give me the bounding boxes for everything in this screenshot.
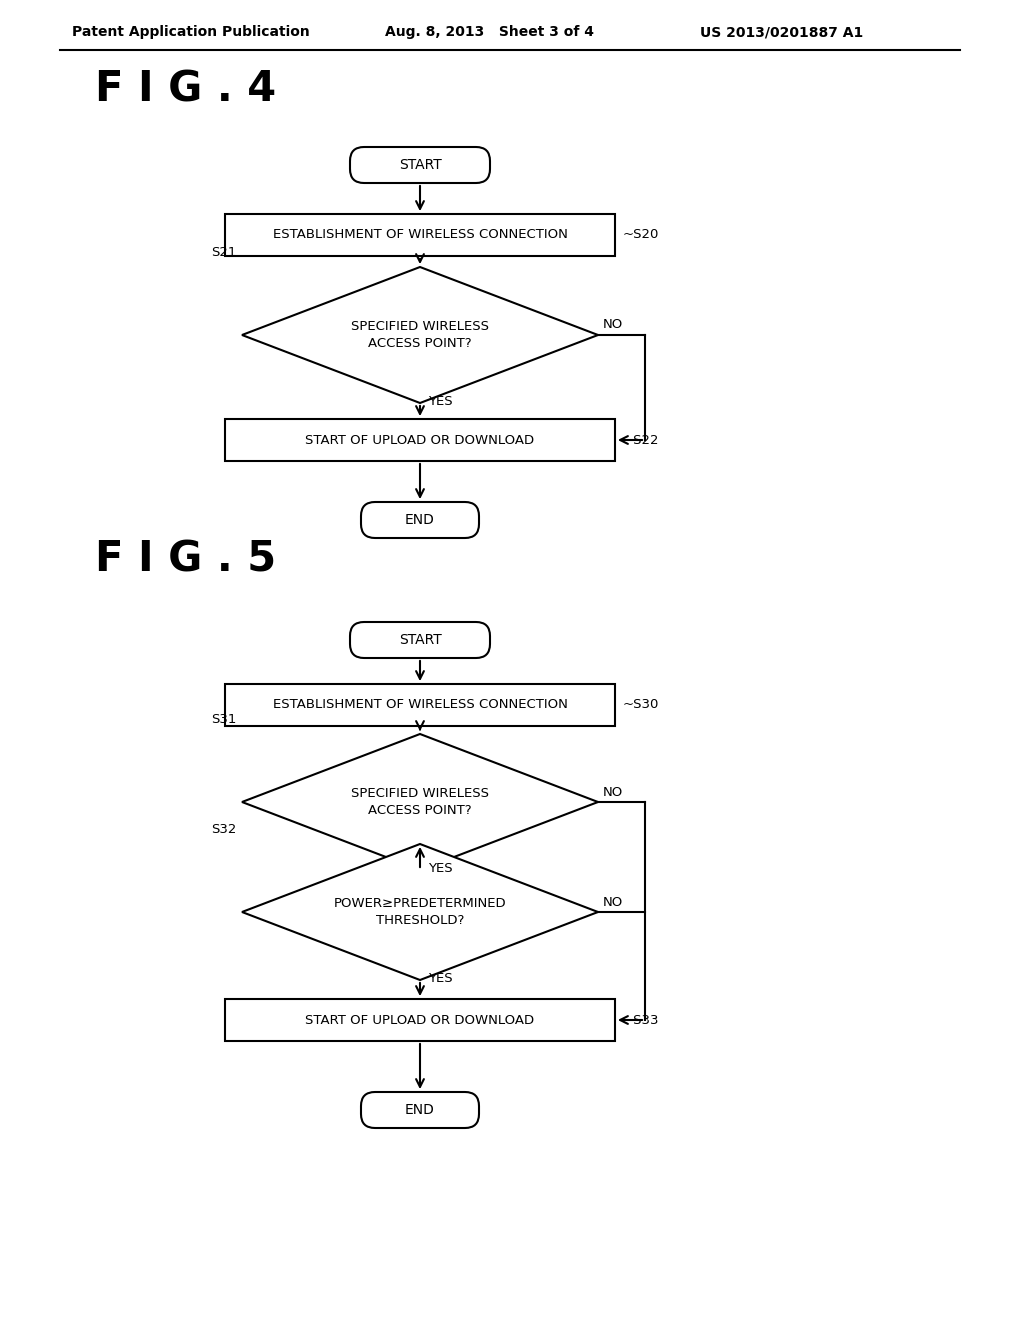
Text: ESTABLISHMENT OF WIRELESS CONNECTION: ESTABLISHMENT OF WIRELESS CONNECTION — [272, 228, 567, 242]
Text: NO: NO — [603, 318, 624, 331]
Text: POWER≥PREDETERMINED
THRESHOLD?: POWER≥PREDETERMINED THRESHOLD? — [334, 898, 506, 927]
Text: ~S33: ~S33 — [623, 1014, 659, 1027]
Text: Aug. 8, 2013   Sheet 3 of 4: Aug. 8, 2013 Sheet 3 of 4 — [385, 25, 594, 40]
Text: YES: YES — [428, 862, 453, 875]
Text: START OF UPLOAD OR DOWNLOAD: START OF UPLOAD OR DOWNLOAD — [305, 433, 535, 446]
Text: SPECIFIED WIRELESS
ACCESS POINT?: SPECIFIED WIRELESS ACCESS POINT? — [351, 319, 489, 350]
FancyBboxPatch shape — [350, 622, 490, 657]
Text: NO: NO — [603, 785, 624, 799]
Text: END: END — [406, 513, 435, 527]
Text: END: END — [406, 1104, 435, 1117]
Text: S31: S31 — [212, 713, 237, 726]
Bar — [225, 214, 615, 256]
Text: SPECIFIED WIRELESS
ACCESS POINT?: SPECIFIED WIRELESS ACCESS POINT? — [351, 787, 489, 817]
Text: US 2013/0201887 A1: US 2013/0201887 A1 — [700, 25, 863, 40]
Text: YES: YES — [428, 972, 453, 985]
Text: NO: NO — [603, 895, 624, 908]
Text: S21: S21 — [212, 246, 237, 259]
Text: F I G . 5: F I G . 5 — [95, 539, 276, 581]
Text: START OF UPLOAD OR DOWNLOAD: START OF UPLOAD OR DOWNLOAD — [305, 1014, 535, 1027]
Text: START: START — [398, 158, 441, 172]
FancyBboxPatch shape — [350, 147, 490, 183]
Text: Patent Application Publication: Patent Application Publication — [72, 25, 309, 40]
FancyBboxPatch shape — [361, 1092, 479, 1129]
Bar — [225, 999, 615, 1041]
Polygon shape — [242, 267, 598, 403]
Text: YES: YES — [428, 395, 453, 408]
Bar — [225, 684, 615, 726]
Bar — [225, 418, 615, 461]
Text: ~S22: ~S22 — [623, 433, 659, 446]
Text: START: START — [398, 634, 441, 647]
Polygon shape — [242, 843, 598, 979]
Polygon shape — [242, 734, 598, 870]
FancyBboxPatch shape — [361, 502, 479, 539]
Text: F I G . 4: F I G . 4 — [95, 69, 276, 111]
Text: ~S20: ~S20 — [623, 228, 659, 242]
Text: ESTABLISHMENT OF WIRELESS CONNECTION: ESTABLISHMENT OF WIRELESS CONNECTION — [272, 698, 567, 711]
Text: S32: S32 — [212, 822, 237, 836]
Text: ~S30: ~S30 — [623, 698, 659, 711]
